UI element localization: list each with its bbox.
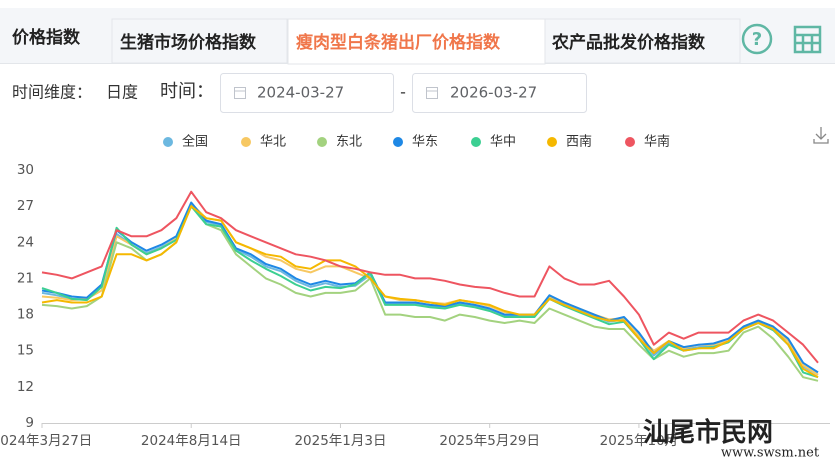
legend-marker [163, 137, 173, 147]
help-icon[interactable]: ? [741, 23, 773, 55]
end-date[interactable]: 2026-03-27 [450, 84, 537, 102]
watermark-name: 汕尾市民网 [643, 417, 773, 448]
series-line [41, 205, 819, 379]
svg-text:?: ? [752, 29, 762, 50]
legend-marker [393, 137, 403, 147]
time-label: 时间： [160, 81, 214, 102]
legend-label: 华东 [412, 135, 438, 150]
tab-label[interactable]: 生猪市场价格指数 [120, 32, 257, 53]
y-tick-label: 30 [17, 162, 34, 178]
legend-label: 华中 [490, 135, 516, 150]
date-input[interactable] [220, 73, 394, 113]
tab[interactable] [111, 18, 288, 64]
legend-marker [547, 137, 557, 147]
x-tick-label: 2024年3月27日 [0, 433, 92, 449]
calendar-icon [234, 87, 438, 99]
legend-label: 东北 [336, 135, 362, 150]
date-separator: - [400, 83, 406, 102]
series-line [41, 201, 819, 374]
y-tick-label: 12 [17, 379, 34, 395]
x-tick-label: 2025年10月 [600, 433, 679, 449]
legend-label: 西南 [566, 134, 592, 150]
legend-marker [625, 137, 635, 147]
tab-active[interactable] [287, 18, 546, 65]
start-date[interactable]: 2024-03-27 [257, 84, 344, 102]
y-tick-label: 21 [17, 270, 34, 286]
dimension-label: 时间维度： [12, 83, 92, 102]
y-tick-label: 18 [17, 307, 34, 323]
legend-marker [471, 137, 481, 147]
legend-label: 全国 [182, 134, 208, 150]
download-icon[interactable] [813, 127, 829, 144]
section-title: 价格指数 [12, 27, 81, 48]
y-tick-label: 24 [17, 234, 34, 250]
tab[interactable] [544, 18, 741, 64]
y-tick-label: 15 [17, 343, 34, 359]
table-icon[interactable] [793, 25, 822, 54]
tab-label-active[interactable]: 瘦肉型白条猪出厂价格指数 [296, 32, 501, 53]
dimension-value[interactable]: 日度 [106, 83, 138, 102]
y-tick-label: 27 [17, 198, 34, 214]
x-tick-label: 2025年5月29日 [439, 433, 540, 449]
y-tick-label: 9 [25, 415, 34, 431]
legend-label: 华北 [260, 135, 286, 150]
date-input[interactable] [412, 73, 587, 113]
legend-marker [317, 137, 327, 147]
legend-label: 华南 [644, 134, 670, 150]
tab-label[interactable]: 农产品批发价格指数 [551, 32, 706, 53]
watermark-url: www.swsm.net [721, 446, 820, 459]
x-tick-label: 2025年1月3日 [294, 433, 386, 449]
x-tick-label: 2024年8月14日 [141, 433, 242, 449]
series-line [41, 190, 819, 364]
legend-marker [241, 137, 251, 147]
